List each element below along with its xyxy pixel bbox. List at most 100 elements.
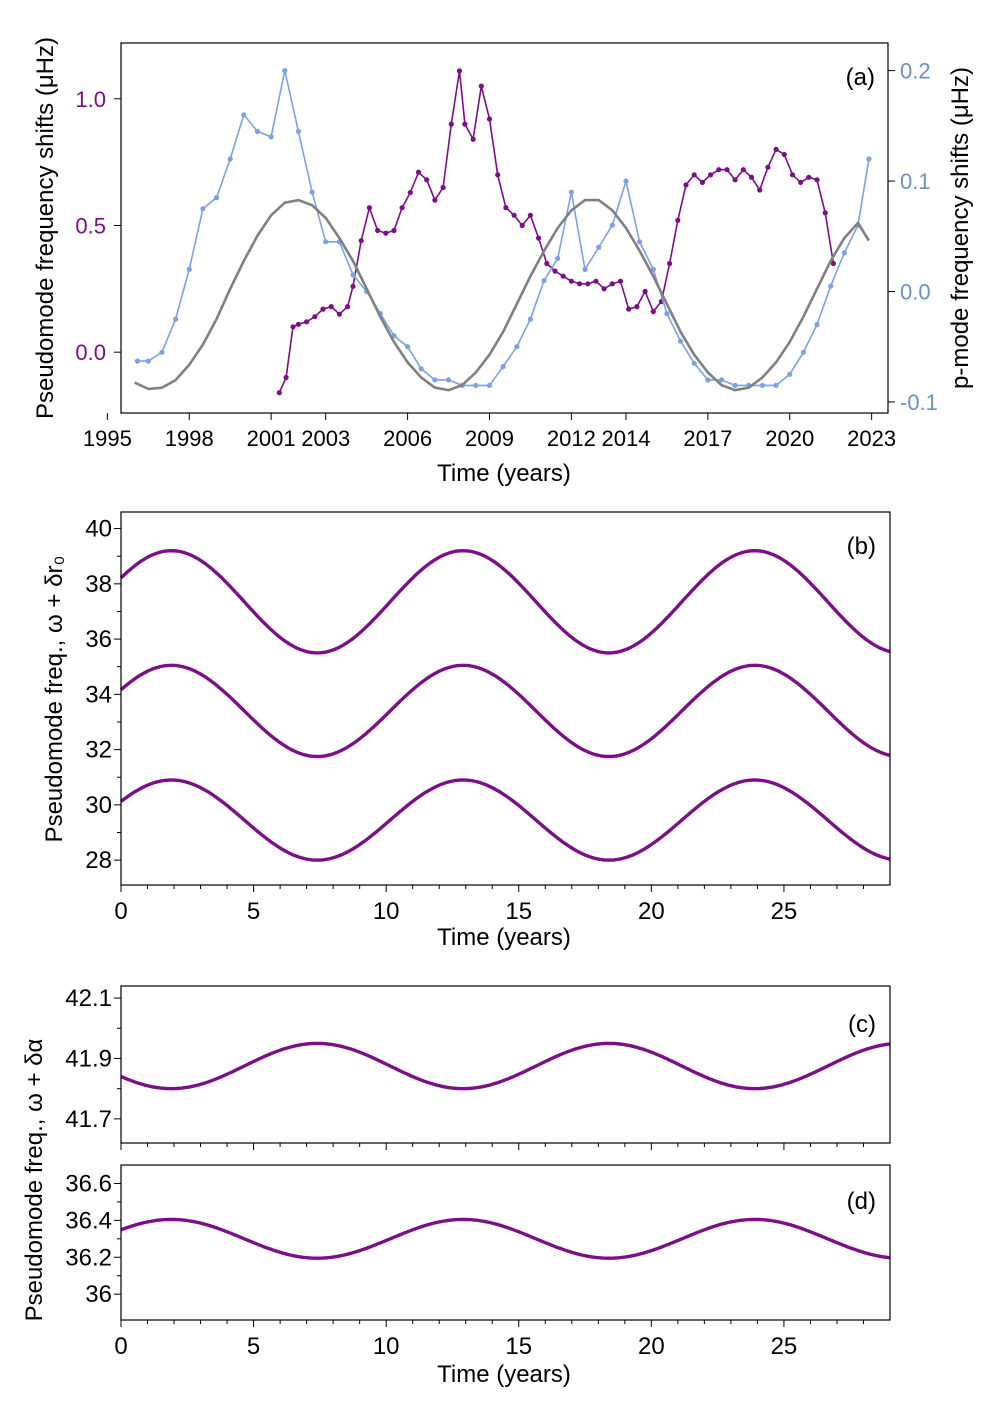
y-tick-label: 41.7	[65, 1106, 112, 1133]
x-tick-label: 2017	[683, 426, 732, 451]
data-point	[814, 177, 820, 183]
data-point	[391, 227, 397, 234]
data-point	[405, 344, 411, 350]
data-point	[486, 382, 493, 388]
data-point	[787, 371, 793, 377]
data-point	[585, 281, 591, 287]
panel-c-frame	[120, 985, 891, 1144]
data-point	[732, 382, 738, 388]
data-point	[623, 178, 629, 184]
data-point	[642, 288, 648, 294]
panel-a-xlabel: Time (years)	[437, 460, 571, 487]
y-tick-label: 41.9	[65, 1045, 112, 1072]
data-point	[740, 167, 746, 173]
data-point	[309, 189, 315, 195]
data-point	[145, 358, 151, 364]
panel-d-frame	[120, 1164, 891, 1321]
data-point	[798, 179, 804, 185]
data-point	[134, 358, 140, 364]
x-tick-label: 15	[505, 898, 532, 925]
x-tick-label: 25	[771, 898, 798, 925]
data-point	[757, 187, 763, 193]
data-point	[424, 177, 430, 183]
data-point	[495, 172, 501, 178]
data-point	[445, 377, 452, 383]
data-point	[350, 283, 356, 289]
data-point	[705, 377, 711, 383]
data-point	[732, 177, 738, 183]
x-tick-label: 2009	[465, 426, 514, 451]
panel-a-ylabel-right: p-mode frequency shifts (μHz)	[947, 67, 974, 389]
data-point	[527, 212, 534, 218]
data-point	[568, 189, 575, 195]
x-tick-label: 20	[638, 898, 665, 925]
data-point	[407, 189, 413, 196]
data-point	[415, 169, 422, 175]
x-tick-label: 2006	[383, 426, 432, 451]
data-point	[650, 309, 656, 315]
series-line-alpha	[120, 1041, 891, 1091]
data-point	[375, 227, 381, 234]
data-point	[667, 260, 673, 267]
data-point	[323, 239, 329, 245]
data-point	[708, 172, 714, 178]
data-point	[626, 306, 632, 312]
y-tick-label-left: 0.5	[75, 213, 106, 238]
data-point	[634, 304, 640, 310]
panel-a-ylabel-left: Pseudomode frequency shifts (μHz)	[32, 37, 59, 419]
data-point	[290, 324, 296, 330]
data-point	[312, 314, 318, 320]
x-tick-label: 0	[114, 898, 127, 925]
data-point	[577, 281, 583, 287]
x-tick-label: 15	[505, 1333, 532, 1360]
data-point	[781, 151, 787, 158]
x-tick-label: 2012	[547, 426, 596, 451]
data-point	[582, 266, 588, 272]
panel-d: 0 5 10 15 20 25 36 36.2 36.4 36.6 (d) Time (years…	[65, 1164, 891, 1388]
data-point	[765, 164, 771, 170]
x-tick-label: 2001	[247, 426, 296, 451]
x-tick-label: 10	[373, 1333, 400, 1360]
data-point	[503, 205, 509, 211]
x-tick-label: 2023	[847, 426, 896, 451]
data-point	[828, 283, 834, 289]
panel-d-label: (d)	[847, 1188, 876, 1215]
y-tick-label-right: 0.1	[900, 169, 931, 194]
data-point	[440, 184, 446, 191]
series-line-solar-cycle-sinusoid	[134, 198, 871, 392]
x-tick-label: 0	[114, 1333, 127, 1360]
data-point	[617, 278, 624, 284]
data-point	[473, 382, 479, 388]
x-tick-label: 5	[247, 898, 260, 925]
data-point	[462, 121, 468, 127]
panel-a-frame	[120, 42, 889, 414]
data-point	[841, 250, 847, 256]
data-point	[637, 239, 643, 245]
data-point	[601, 286, 607, 292]
data-point	[486, 116, 493, 122]
data-point	[448, 121, 454, 127]
data-point	[295, 128, 301, 134]
data-point	[536, 235, 542, 241]
y-tick-label: 42.1	[65, 985, 112, 1012]
data-point	[568, 278, 575, 284]
data-point	[519, 222, 525, 229]
x-tick-label: 2020	[765, 426, 814, 451]
y-tick-label: 40	[85, 516, 112, 543]
x-tick-label: 2003	[301, 426, 350, 451]
data-point	[527, 316, 534, 322]
data-point	[418, 366, 424, 372]
panel-a: 1995 1998 2001 2003 2006 2009 2012 2014 2017 2020…	[32, 37, 974, 487]
series-line-lower	[119, 778, 891, 862]
panel-d-xlabel: Time (years)	[437, 1361, 571, 1388]
data-point	[822, 210, 828, 216]
data-point	[724, 167, 730, 173]
data-point	[699, 179, 706, 185]
panel-b-label: (b)	[847, 533, 876, 560]
y-tick-label-left: 0.0	[75, 340, 106, 365]
data-point	[511, 212, 517, 218]
data-point	[159, 349, 165, 355]
data-point	[514, 344, 520, 350]
data-point	[268, 134, 274, 140]
data-point	[789, 172, 796, 178]
